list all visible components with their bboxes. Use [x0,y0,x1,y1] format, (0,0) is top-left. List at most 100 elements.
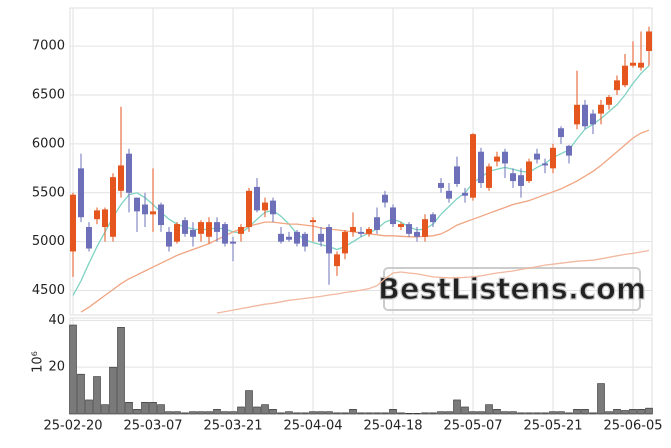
volume-bar [125,401,133,415]
watermark-box [383,267,641,311]
volume-bar [93,376,101,415]
candle-body [334,254,340,267]
volume-bar [381,412,389,415]
candle-body [222,224,228,244]
volume-bar [389,409,397,415]
volume-bar [589,412,597,415]
volume-bar [461,406,469,415]
candle-body [206,222,212,237]
candle-body [366,228,372,234]
candle-body [158,204,164,226]
x-tick-label: 25-06-05 [603,419,662,434]
candle-body [398,224,404,228]
volume-bar [573,409,581,415]
candle-body [590,113,596,125]
volume-bar [237,406,245,415]
candle-body [494,156,500,162]
volume-panel [69,317,653,415]
volume-bar [325,411,333,415]
x-tick-label: 25-04-04 [283,419,342,434]
candle-body [238,227,244,234]
x-tick-label: 25-05-21 [523,419,582,434]
volume-bar [133,409,141,415]
volume-bar [213,409,221,415]
volume-bar [605,411,613,415]
volume-bar [397,412,405,415]
candle-body [326,227,332,254]
candle-body [566,145,572,156]
volume-bar [277,412,285,415]
y-tick-label: 5500 [32,185,65,200]
candle-body [310,220,316,223]
candle-body [86,227,92,249]
candle-body [390,207,396,225]
volume-bar [541,412,549,415]
candle-body [558,128,564,138]
volume-bar [509,411,517,415]
candle-body [534,153,540,160]
volume-bar [141,401,149,415]
volume-bar [197,411,205,415]
candle-body [414,231,420,237]
volume-bar [613,409,621,415]
x-tick-label: 25-05-07 [443,419,502,434]
volume-bar [477,411,485,415]
candle-body [622,65,628,86]
candle-body [470,134,476,198]
y-tick-label: 6000 [32,136,65,151]
candle-body [214,222,220,232]
volume-bar [469,411,477,415]
volume-bar [293,412,301,415]
volume-bar [205,411,213,415]
x-tick-label: 25-02-20 [43,419,102,434]
candle-body [510,173,516,182]
candle-body [174,224,180,242]
volume-bar [549,411,557,415]
volume-bar [85,399,93,415]
candle-body [182,220,188,234]
candle-body [598,104,604,114]
volume-bar [117,327,125,415]
volume-bar [173,411,181,415]
volume-bar [77,373,85,415]
candle-body [446,190,452,199]
candle-body [478,151,484,184]
volume-bar [333,412,341,415]
candle-body [430,214,436,223]
candle-body [518,175,524,186]
x-tick-label: 25-04-18 [363,419,422,434]
candle-body [582,104,588,127]
candle-body [254,186,260,211]
candle-body [190,229,196,237]
volume-bar [245,390,253,415]
candle-body [574,104,580,125]
volume-bar [405,412,413,415]
volume-bar [285,411,293,415]
volume-bar [581,409,589,415]
candle-body [166,231,172,247]
candle-body [126,153,132,193]
candle-body [70,194,76,252]
volume-bar [317,411,325,415]
candle-body [110,177,116,237]
candle-body [262,202,268,211]
volume-bar [421,412,429,415]
volume-bar [101,404,109,415]
candle-body [454,166,460,184]
candle-body [142,204,148,215]
x-tick-label: 25-03-21 [203,419,262,434]
candle-body [302,233,308,247]
candle-body [486,166,492,188]
volume-bar [485,404,493,415]
volume-bar [621,410,629,415]
volume-bar [341,412,349,415]
y-tick-label: 5000 [32,234,65,249]
candle-body [422,219,428,237]
candle-body [102,209,108,228]
volume-bar [229,411,237,415]
volume-bar [181,412,189,415]
volume-bar [357,412,365,415]
volume-bar [349,409,357,415]
candle-body [270,200,276,215]
